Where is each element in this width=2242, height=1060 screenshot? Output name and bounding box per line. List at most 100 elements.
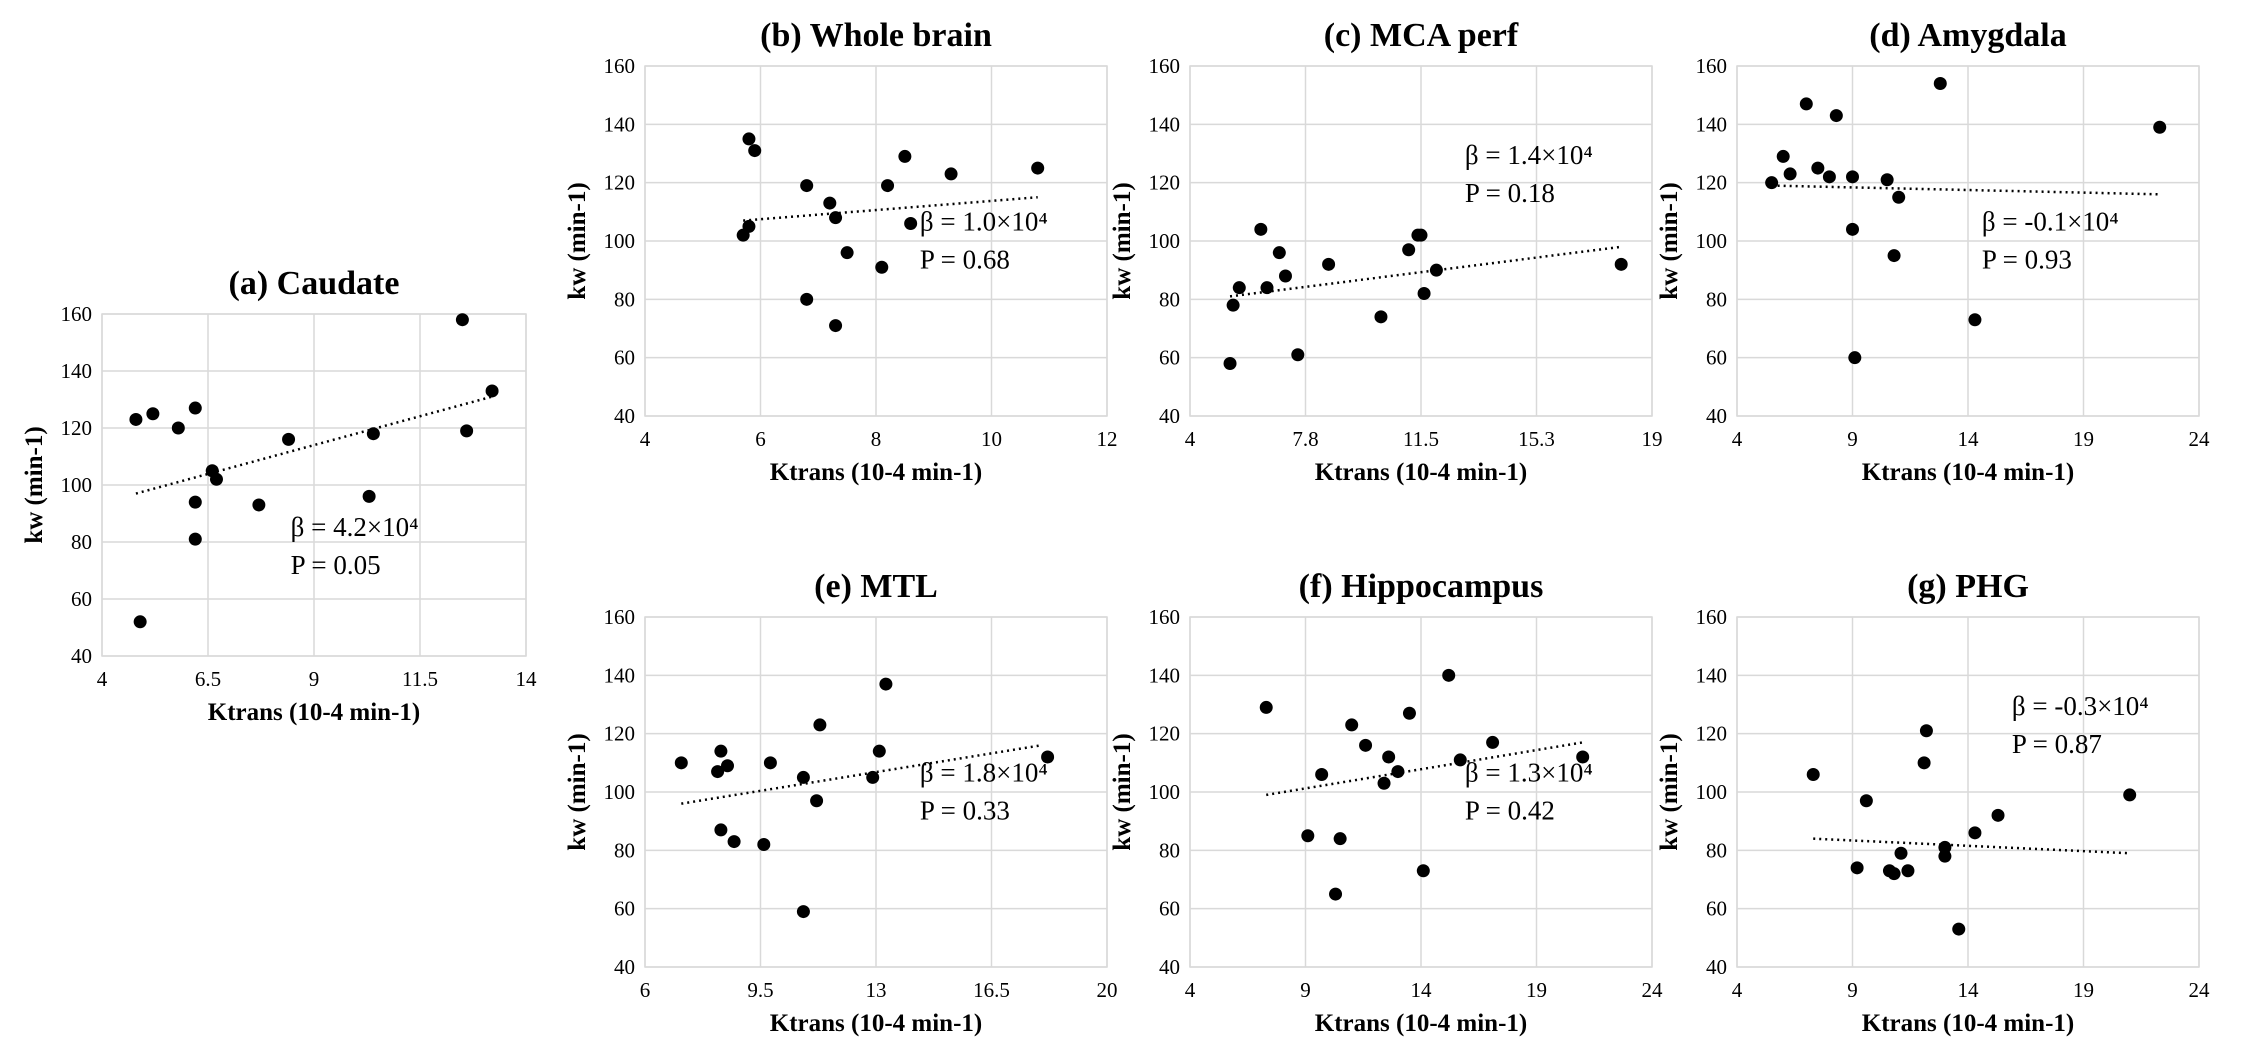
x-tick-label: 14 — [1958, 427, 1980, 451]
y-tick-label: 60 — [1159, 346, 1180, 370]
trendline — [743, 196, 1038, 222]
data-point — [1260, 281, 1274, 295]
x-tick-label: 4 — [1185, 427, 1196, 451]
data-point — [1291, 348, 1305, 362]
plot-frame — [1189, 65, 1653, 417]
x-tick-label: 14 — [516, 667, 538, 691]
data-point — [714, 823, 728, 837]
x-tick-label: 4 — [640, 427, 651, 451]
plot-frame — [1189, 616, 1653, 968]
x-tick-label: 14 — [1958, 978, 1980, 1002]
y-tick-label: 80 — [1706, 287, 1727, 311]
data-point — [1417, 287, 1431, 300]
x-tick-label: 19 — [1526, 978, 1547, 1002]
data-point — [796, 905, 810, 919]
data-point — [1776, 149, 1790, 163]
data-point — [1442, 668, 1456, 682]
data-point — [748, 144, 762, 158]
x-tick-label: 12 — [1097, 427, 1118, 451]
data-point — [1272, 246, 1286, 260]
y-tick-label: 120 — [604, 171, 636, 195]
data-point — [1374, 310, 1388, 324]
plot-frame — [644, 65, 1108, 417]
stat-beta: β = 4.2×10⁴ — [291, 512, 419, 542]
data-point — [727, 835, 741, 849]
stat-beta: β = 1.3×10⁴ — [1465, 758, 1593, 788]
chart-title: (f) Hippocampus — [1299, 568, 1544, 605]
chart-title: (b) Whole brain — [760, 17, 992, 54]
data-point — [1811, 161, 1825, 175]
data-point — [711, 765, 725, 779]
data-point — [840, 246, 854, 260]
data-point — [1933, 77, 1947, 90]
y-tick-label: 140 — [604, 112, 636, 136]
data-point — [1416, 864, 1430, 878]
data-point — [188, 532, 202, 546]
data-point — [366, 427, 380, 441]
data-point — [763, 756, 777, 770]
stat-beta: β = 1.8×10⁴ — [920, 758, 1048, 788]
data-point — [2153, 120, 2167, 134]
y-tick-label: 40 — [1159, 955, 1180, 979]
x-tick-label: 9 — [1300, 978, 1311, 1002]
data-point — [800, 179, 814, 193]
data-point — [800, 292, 814, 306]
x-tick-label: 9 — [1847, 978, 1858, 1002]
data-point — [1894, 846, 1908, 860]
data-point — [1322, 257, 1336, 271]
x-tick-label: 19 — [1642, 427, 1663, 451]
panel-e: 6 9.5 13 16.5 20 40 60 80 100 120 140 160 (e) MTL Ktr… — [564, 568, 1118, 1037]
y-tick-label: 40 — [614, 404, 635, 428]
data-point — [1880, 173, 1894, 187]
data-point — [714, 744, 728, 758]
y-tick-label: 160 — [604, 54, 636, 78]
data-point — [1414, 228, 1428, 242]
data-point — [1859, 794, 1873, 808]
data-point — [813, 718, 827, 732]
data-point — [1952, 922, 1966, 936]
y-tick-label: 120 — [604, 722, 636, 746]
x-tick-label: 14 — [1411, 978, 1433, 1002]
data-point — [1377, 776, 1391, 790]
y-tick-label: 120 — [1149, 722, 1181, 746]
y-tick-label: 80 — [1706, 838, 1727, 862]
y-tick-label: 160 — [1696, 605, 1728, 629]
data-point — [872, 744, 886, 758]
data-point — [1614, 257, 1628, 271]
y-tick-label: 40 — [614, 955, 635, 979]
panel-a: 4 6.5 9 11.5 14 40 60 80 100 120 140 160 (a) Caudate… — [21, 265, 537, 726]
data-point — [829, 319, 843, 333]
data-point — [1848, 351, 1862, 365]
y-tick-label: 60 — [1706, 897, 1727, 921]
data-point — [1223, 357, 1237, 370]
y-tick-label: 160 — [604, 605, 636, 629]
data-point — [1041, 750, 1055, 764]
x-tick-label: 19 — [2073, 978, 2094, 1002]
data-point — [1991, 808, 2005, 822]
y-tick-label: 120 — [1696, 722, 1728, 746]
data-point — [721, 759, 734, 773]
y-axis-label: kw (min-1) — [1656, 182, 1683, 299]
data-point — [823, 196, 837, 210]
data-point — [757, 838, 771, 851]
data-point — [282, 432, 296, 446]
data-point — [1301, 829, 1315, 843]
data-point — [2123, 788, 2137, 802]
x-tick-label: 16.5 — [973, 978, 1010, 1002]
y-tick-label: 60 — [614, 346, 635, 370]
data-point — [1402, 706, 1416, 720]
x-tick-label: 19 — [2073, 427, 2094, 451]
y-axis-label: kw (min-1) — [21, 426, 48, 543]
data-point — [188, 495, 202, 509]
y-tick-label: 140 — [604, 663, 636, 687]
y-axis-label: kw (min-1) — [564, 733, 591, 850]
x-tick-label: 6.5 — [195, 667, 221, 691]
y-tick-label: 80 — [1159, 287, 1180, 311]
data-point — [1345, 718, 1359, 732]
data-point — [1892, 190, 1906, 204]
data-point — [1968, 313, 1982, 327]
data-point — [875, 260, 889, 274]
stat-p-value: P = 0.93 — [1982, 245, 2072, 275]
y-tick-label: 140 — [1149, 112, 1181, 136]
